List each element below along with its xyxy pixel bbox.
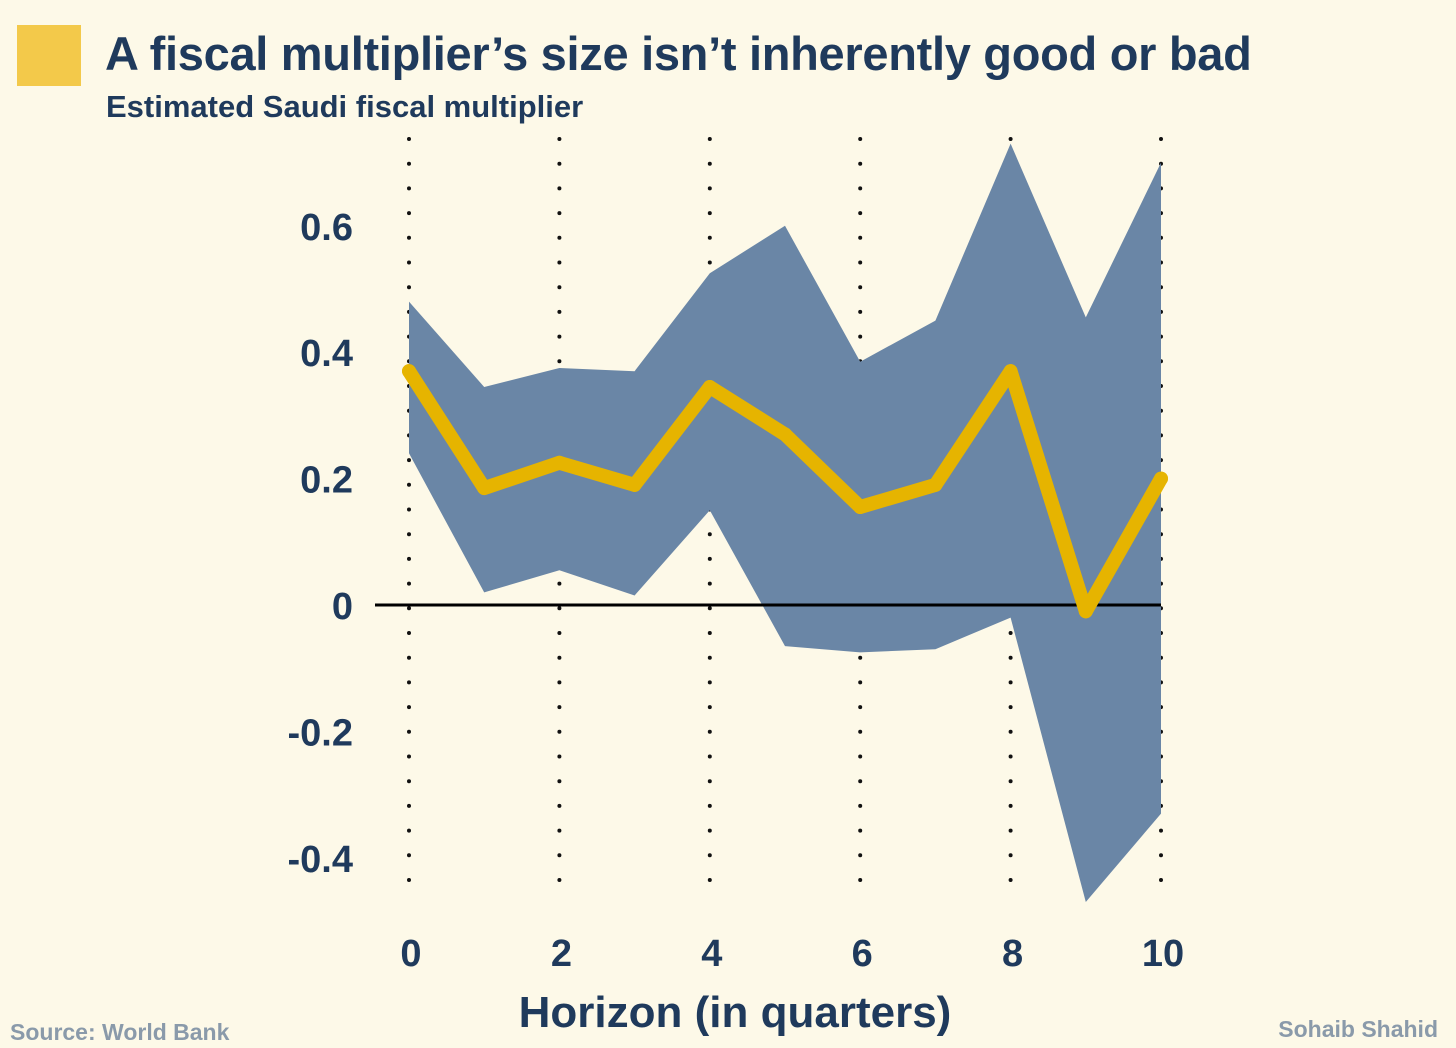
source-note: Source: World Bank: [10, 1019, 230, 1045]
estimate-point-3: [627, 477, 642, 492]
y-tick-label: 0.2: [300, 460, 353, 502]
y-tick-label: 0: [332, 586, 353, 628]
confidence-band: [409, 143, 1161, 903]
x-tick-label: 2: [551, 933, 572, 975]
estimate-point-9: [1078, 604, 1093, 619]
y-tick-label: 0.6: [300, 207, 353, 249]
x-tick-label: 10: [1142, 933, 1184, 975]
x-axis-ticks: 0 2 4 6 8 10: [400, 933, 1184, 975]
estimate-point-2: [552, 455, 567, 470]
x-tick-label: 4: [701, 933, 722, 975]
x-tick-label: 8: [1002, 933, 1023, 975]
chart-title: A fiscal multiplier’s size isn’t inheren…: [105, 27, 1252, 80]
legend-swatch: [17, 25, 81, 86]
estimate-point-5: [778, 427, 792, 442]
x-tick-label: 6: [852, 933, 873, 975]
y-axis-ticks: 0.6 0.4 0.2 0 -0.2 -0.4: [288, 207, 353, 881]
estimate-point-8: [1003, 364, 1018, 379]
author-credit: Sohaib Shahid: [1278, 1016, 1438, 1042]
estimate-point-4: [702, 379, 717, 394]
y-tick-label: -0.2: [288, 712, 353, 754]
estimate-point-10: [1154, 471, 1168, 486]
chart-subtitle: Estimated Saudi fiscal multiplier: [106, 89, 584, 124]
estimate-point-1: [477, 481, 492, 496]
estimate-point-6: [853, 500, 868, 515]
y-tick-label: 0.4: [300, 333, 353, 375]
x-tick-label: 0: [400, 933, 421, 975]
y-tick-label: -0.4: [288, 839, 353, 881]
x-axis-label: Horizon (in quarters): [519, 988, 952, 1037]
estimate-point-7: [928, 477, 943, 492]
estimate-point-0: [402, 364, 416, 379]
